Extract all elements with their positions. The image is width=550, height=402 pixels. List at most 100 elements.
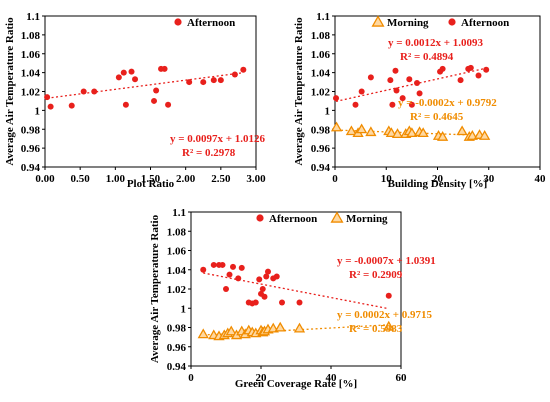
data-point-afternoon: [439, 65, 446, 72]
data-point-afternoon: [265, 268, 271, 275]
y-tick-label: 1: [325, 105, 331, 117]
x-tick-label: 3.00: [246, 173, 266, 185]
y-tick-label: 1.1: [316, 11, 330, 23]
data-point-morning: [365, 126, 377, 137]
x-tick-label: 40: [535, 173, 547, 185]
y-tick-label: 0.96: [167, 342, 187, 354]
trendline-afternoon: [335, 67, 487, 103]
data-point-afternoon: [240, 66, 247, 73]
data-point-morning: [356, 123, 368, 134]
data-point-afternoon: [235, 275, 242, 282]
data-point-afternoon: [231, 71, 238, 78]
x-axis-label: Plot Ratio: [127, 178, 175, 190]
data-point-afternoon: [223, 286, 229, 292]
data-point-afternoon: [392, 67, 399, 74]
x-tick-label: 1.00: [106, 173, 126, 185]
x-tick-label: 10: [381, 173, 393, 185]
y-tick-label: 0.96: [21, 143, 41, 155]
y-tick-label: 1.04: [21, 68, 41, 80]
data-point-afternoon: [263, 273, 270, 280]
data-point-afternoon: [399, 95, 406, 102]
data-point-afternoon: [408, 101, 415, 108]
x-tick-label: 0.00: [35, 173, 55, 185]
data-point-afternoon: [352, 101, 359, 108]
y-tick-label: 1.02: [311, 87, 331, 99]
data-point-afternoon: [210, 261, 217, 268]
data-point-afternoon: [200, 266, 207, 273]
data-point-afternoon: [200, 79, 207, 86]
chart-panel-3: 0.94 0.96 0.98 1 1.02 1.04 1.06 1.08 1.1 0 20 40 60 G…: [149, 207, 436, 390]
y-tick-label: 1: [35, 105, 41, 117]
data-point-afternoon: [385, 292, 392, 299]
trendline-r2: R² = 0.2909: [349, 269, 403, 281]
trendline-r2: R² = 0.4645: [410, 111, 464, 123]
data-point-morning: [197, 328, 209, 339]
y-tick-label: 0.98: [21, 124, 41, 136]
trendline-r2: R² = 0.4894: [400, 51, 454, 63]
data-point-afternoon: [406, 76, 413, 83]
data-point-afternoon: [358, 88, 365, 95]
x-tick-label: 0.50: [71, 173, 91, 185]
y-tick-label: 1.08: [167, 226, 187, 238]
data-point-afternoon: [387, 77, 394, 84]
data-point-afternoon: [47, 103, 54, 110]
data-point-morning: [466, 130, 478, 140]
data-point-afternoon: [393, 87, 400, 94]
x-tick-label: 2.00: [176, 173, 196, 185]
y-tick-label: 1.08: [311, 30, 331, 42]
data-point-morning: [417, 127, 429, 138]
data-point-afternoon: [153, 87, 160, 94]
y-tick-label: 1.02: [167, 284, 187, 296]
legend-label-afternoon: Afternoon: [187, 17, 235, 29]
data-point-afternoon: [217, 77, 224, 84]
data-point-afternoon: [256, 276, 263, 283]
data-point-afternoon: [44, 94, 51, 101]
data-point-afternoon: [219, 261, 226, 268]
data-point-afternoon: [467, 64, 474, 71]
trendline-r2: R² = 0.5983: [349, 323, 403, 335]
data-point-morning: [479, 130, 491, 140]
legend-marker-afternoon: [448, 18, 456, 26]
data-point-afternoon: [161, 65, 168, 72]
data-point-afternoon: [238, 264, 245, 271]
trendline-afternoon: [47, 72, 244, 99]
data-point-morning: [406, 127, 418, 138]
data-point-morning: [345, 125, 358, 136]
trendline-equation: y = 0.0002x + 0.9715: [337, 309, 433, 321]
data-point-afternoon: [259, 286, 266, 292]
y-tick-label: 0.98: [167, 323, 187, 335]
x-tick-label: 20: [432, 173, 444, 185]
data-point-afternoon: [120, 69, 127, 76]
x-axis-label: Building Density [%]: [388, 178, 488, 190]
data-point-morning: [383, 320, 395, 331]
x-tick-label: 0: [332, 173, 338, 185]
chart-panel-1: 0.94 0.96 0.98 1 1.02 1.04 1.06 1.08 1.1 0.00 0.50…: [4, 11, 266, 190]
y-tick-label: 1.06: [311, 49, 331, 61]
plot-area: [190, 211, 402, 367]
legend-marker-afternoon: [256, 214, 264, 222]
data-point-morning: [225, 325, 237, 336]
legend-label-afternoon: Afternoon: [269, 213, 317, 225]
data-point-afternoon: [122, 101, 129, 108]
y-tick-label: 1.02: [21, 87, 41, 99]
data-point-morning: [385, 127, 397, 138]
y-tick-label: 1.08: [21, 30, 41, 42]
trendline-r2: R² = 0.2978: [182, 147, 236, 159]
data-point-afternoon: [151, 97, 158, 104]
trendline-equation: y = 0.0012x + 1.0093: [388, 37, 484, 49]
y-tick-label: 1.06: [21, 49, 41, 61]
data-point-morning: [293, 322, 306, 333]
chart-panel-2: 0.94 0.96 0.98 1 1.02 1.04 1.06 1.08 1.1 0 10 20 30 4…: [293, 11, 546, 190]
y-tick-label: 0.94: [311, 162, 331, 174]
x-tick-label: 2.50: [211, 173, 231, 185]
data-point-morning: [456, 125, 468, 136]
data-point-afternoon: [279, 299, 285, 306]
data-point-afternoon: [273, 273, 280, 280]
data-point-afternoon: [226, 271, 233, 278]
x-tick-label: 0: [188, 372, 194, 384]
data-point-afternoon: [457, 77, 464, 84]
data-point-afternoon: [389, 101, 396, 108]
x-axis-label: Green Coverage Rate [%]: [235, 378, 357, 390]
data-point-afternoon: [186, 79, 193, 86]
